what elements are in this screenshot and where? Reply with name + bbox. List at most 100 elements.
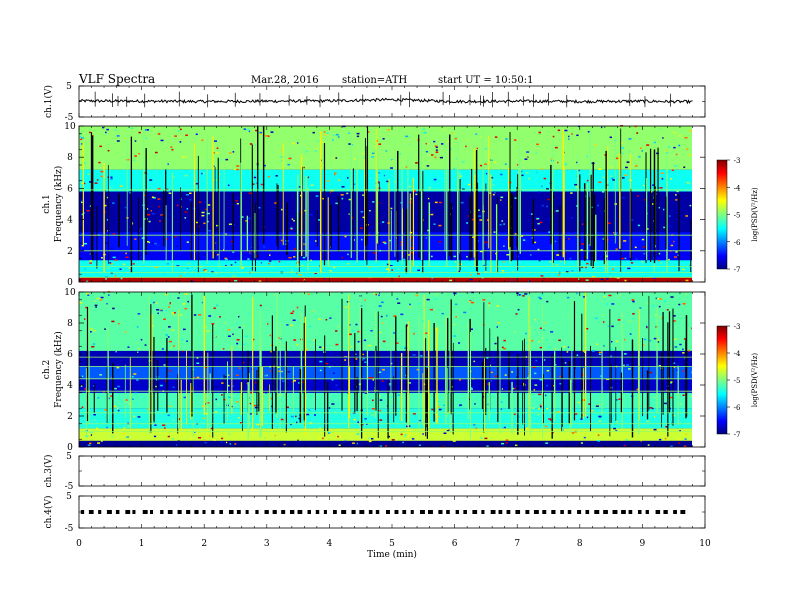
no-data-area: [692, 126, 705, 282]
spectral-speckle: [644, 351, 648, 354]
spectral-speckle: [453, 335, 457, 337]
spectral-speckle: [575, 186, 579, 188]
spectral-speckle: [193, 314, 197, 316]
spectral-speckle: [341, 197, 344, 200]
colorbar-tick-label: -7: [734, 266, 741, 274]
spectral-speckle: [388, 383, 392, 385]
spectral-speckle: [356, 135, 360, 138]
spectral-speckle: [81, 406, 84, 408]
spectral-speckle: [490, 380, 492, 382]
spectral-speckle: [331, 139, 334, 141]
spectral-speckle: [290, 423, 292, 426]
spectral-speckle: [172, 312, 176, 314]
ch4-pulse: [673, 510, 677, 514]
spectral-speckle: [567, 315, 569, 318]
spectral-speckle: [222, 348, 225, 350]
spectral-speckle: [382, 221, 385, 223]
spectral-speckle: [312, 131, 315, 134]
spectral-speckle: [105, 242, 109, 244]
spectral-speckle: [337, 325, 340, 328]
spectral-speckle: [161, 348, 164, 350]
spectral-speckle: [598, 415, 602, 418]
spectral-speckle: [636, 132, 639, 134]
spectral-speckle: [279, 358, 283, 361]
spectral-speckle: [243, 343, 246, 346]
spectral-speckle: [494, 192, 496, 194]
spectral-speckle: [525, 342, 529, 344]
spectral-speckle: [126, 158, 130, 161]
spectral-speckle: [546, 407, 549, 410]
spectral-speckle: [263, 437, 266, 439]
spectral-speckle: [541, 204, 544, 207]
spectral-speckle: [646, 144, 650, 146]
spectral-speckle: [536, 196, 538, 199]
spectral-speckle: [254, 381, 258, 384]
spectral-speckle: [540, 168, 543, 170]
spectral-speckle: [274, 434, 276, 437]
spectral-speckle: [415, 193, 418, 196]
spectral-speckle: [500, 196, 504, 199]
spectral-speckle: [309, 422, 313, 425]
spectral-speckle: [460, 201, 464, 204]
spectral-speckle: [350, 402, 353, 405]
spectral-speckle: [136, 342, 139, 345]
spectral-speckle: [293, 248, 297, 250]
spectral-speckle: [338, 179, 341, 182]
spectral-speckle: [656, 339, 660, 341]
spectral-speckle: [317, 437, 321, 440]
spectral-speckle: [325, 362, 328, 365]
spectral-speckle: [586, 262, 589, 265]
spectral-speckle: [293, 256, 296, 258]
spectral-speckle: [501, 220, 504, 222]
spectral-speckle: [473, 258, 475, 260]
spectral-speckle: [510, 352, 514, 354]
spectral-speckle: [500, 199, 502, 201]
spectral-speckle: [196, 357, 199, 359]
spectral-speckle: [262, 245, 266, 248]
spectral-speckle: [616, 277, 620, 279]
spectral-speckle: [112, 307, 115, 310]
spectral-speckle: [415, 162, 418, 164]
spectral-speckle: [396, 298, 399, 300]
spectral-speckle: [668, 225, 672, 228]
spectral-speckle: [384, 445, 388, 447]
y-tick-label: 8: [67, 153, 73, 163]
spectral-speckle: [291, 218, 294, 220]
spectral-speckle: [293, 219, 295, 222]
spectral-speckle: [672, 320, 676, 322]
spectral-speckle: [591, 293, 593, 296]
spectral-speckle: [398, 275, 400, 278]
spectral-speckle: [186, 267, 189, 270]
spectral-speckle: [344, 359, 347, 361]
spectral-speckle: [528, 280, 530, 283]
spectral-speckle: [296, 306, 299, 309]
spectral-speckle: [564, 362, 567, 364]
x-tick-label: 4: [327, 539, 333, 549]
spectral-speckle: [165, 334, 168, 336]
spectral-speckle: [607, 222, 611, 224]
spectral-speckle: [484, 271, 487, 273]
spectral-speckle: [621, 147, 624, 149]
spectral-speckle: [538, 259, 541, 262]
spectral-speckle: [240, 267, 244, 269]
spectral-speckle: [360, 211, 364, 213]
spectral-speckle: [221, 351, 223, 354]
spectral-speckle: [425, 237, 428, 239]
spectral-speckle: [379, 409, 382, 412]
spectral-speckle: [505, 439, 509, 441]
spectral-speckle: [344, 439, 347, 442]
spectral-speckle: [171, 329, 175, 331]
y-tick-label: 10: [64, 288, 76, 298]
spectral-speckle: [403, 346, 406, 348]
spectral-speckle: [205, 325, 207, 328]
spectral-speckle: [606, 378, 610, 381]
spectral-speckle: [223, 321, 227, 324]
spectral-speckle: [605, 184, 609, 186]
spectral-speckle: [110, 395, 113, 397]
spectral-speckle: [621, 197, 625, 199]
spectral-speckle: [227, 184, 230, 187]
spectral-speckle: [113, 405, 117, 408]
spectral-speckle: [249, 413, 252, 415]
spectral-speckle: [158, 205, 161, 208]
spectral-speckle: [431, 408, 434, 411]
